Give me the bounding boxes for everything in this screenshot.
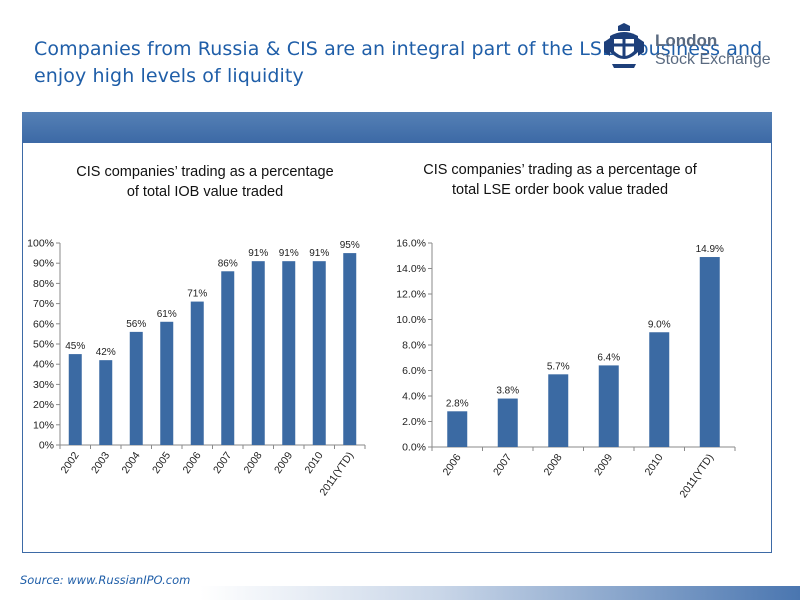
chart-1-data-label: 61% [157, 309, 177, 320]
footer-bar [0, 586, 800, 600]
chart-1-x-tick-label: 2003 [89, 450, 112, 476]
chart-1-y-tick-label: 100% [27, 238, 54, 250]
chart-1-bar [343, 253, 357, 445]
chart-2-bar [447, 411, 468, 447]
chart-2-data-label: 6.4% [597, 352, 620, 363]
chart-1-bar [282, 261, 296, 445]
chart-2-x-tick-label: 2009 [592, 452, 615, 478]
chart-1-y-tick-label: 50% [33, 339, 54, 351]
chart-1-title: CIS companies’ trading as a percentage o… [76, 164, 334, 200]
chart-1-y-tick-label: 60% [33, 318, 54, 330]
chart-1-data-label: 91% [248, 248, 268, 259]
chart-1-x-tick-label: 2008 [241, 450, 264, 476]
chart-1-data-label: 42% [96, 347, 116, 358]
chart-2-x-tick-label: 2006 [440, 452, 463, 478]
chart-1-bar [129, 331, 143, 445]
chart-1-bar [312, 261, 326, 445]
chart-1-data-label: 95% [340, 240, 360, 251]
chart-1-bar [251, 261, 265, 445]
chart-1-y-tick-label: 10% [33, 419, 54, 431]
chart-1-bar [190, 301, 204, 445]
chart-2-x-tick-label: 2008 [541, 452, 564, 478]
chart-2-data-label: 5.7% [547, 361, 570, 372]
chart-2-data-label: 2.8% [446, 398, 469, 409]
lse-logo: London Stock Exchange [600, 22, 780, 72]
chart-1-x-tick-label: 2009 [272, 450, 295, 476]
chart-2-bar [649, 332, 670, 447]
logo-text-london: London [655, 31, 718, 50]
header-bar [22, 112, 772, 142]
chart-2-y-tick-label: 10.0% [396, 314, 426, 326]
chart-1-y-tick-label: 90% [33, 258, 54, 270]
chart-2-y-tick-label: 4.0% [402, 391, 426, 403]
chart-1-x-tick-label: 2010 [302, 450, 325, 476]
chart-2-bar [598, 365, 619, 447]
chart-2-y-tick-label: 2.0% [402, 416, 426, 428]
chart-2-y-tick-label: 16.0% [396, 238, 426, 250]
chart-1-y-tick-label: 40% [33, 359, 54, 371]
chart-1-data-label: 91% [279, 248, 299, 259]
chart-1-y-tick-label: 70% [33, 298, 54, 310]
chart-1-data-label: 45% [65, 341, 85, 352]
chart-2-bar [699, 257, 720, 447]
chart-2-data-label: 3.8% [496, 386, 519, 397]
lse-crest-icon [604, 23, 644, 68]
chart-2-y-tick-label: 6.0% [402, 365, 426, 377]
chart-2-x-tick-label: 2007 [491, 452, 514, 478]
chart-2-data-label: 14.9% [696, 244, 724, 255]
chart-1-x-tick-label: 2007 [211, 450, 234, 476]
slide-title: Companies from Russia & CIS are an integ… [34, 38, 763, 87]
chart-1-bar [221, 271, 235, 445]
chart-2-data-label: 9.0% [648, 319, 671, 330]
chart-1-y-tick-label: 80% [33, 278, 54, 290]
chart-2-title: CIS companies’ trading as a percentage o… [423, 162, 697, 198]
chart-1-bar [68, 354, 82, 445]
chart-2-y-tick-label: 8.0% [402, 340, 426, 352]
source-note: Source: www.RussianIPO.com [20, 573, 191, 587]
chart-1-y-tick-label: 20% [33, 399, 54, 411]
chart-1-y-tick-label: 30% [33, 379, 54, 391]
chart-2-y-tick-label: 12.0% [396, 289, 426, 301]
chart-1-x-tick-label: 2005 [150, 450, 173, 476]
chart-2-bar [497, 398, 518, 447]
chart-2-bar [548, 374, 569, 447]
chart-1-data-label: 86% [218, 258, 238, 269]
chart-2-y-tick-label: 14.0% [396, 263, 426, 275]
chart-2-y-tick-label: 0.0% [402, 442, 426, 454]
chart-2-x-tick-label: 2010 [642, 452, 665, 478]
logo-text-stock-exchange: Stock Exchange [655, 51, 771, 68]
chart-1-x-tick-label: 2002 [58, 450, 81, 476]
chart-2-x-tick-label: 2011(YTD) [677, 452, 716, 500]
chart-1-data-label: 56% [126, 319, 146, 330]
chart-1-data-label: 71% [187, 289, 207, 300]
chart-1-x-tick-label: 2004 [119, 450, 142, 476]
chart-1-y-tick-label: 0% [39, 440, 54, 452]
chart-1-bar [99, 360, 113, 445]
chart-1-data-label: 91% [309, 248, 329, 259]
content-box [22, 142, 772, 553]
chart-1-bar [160, 321, 174, 445]
chart-1-x-tick-label: 2006 [180, 450, 203, 476]
